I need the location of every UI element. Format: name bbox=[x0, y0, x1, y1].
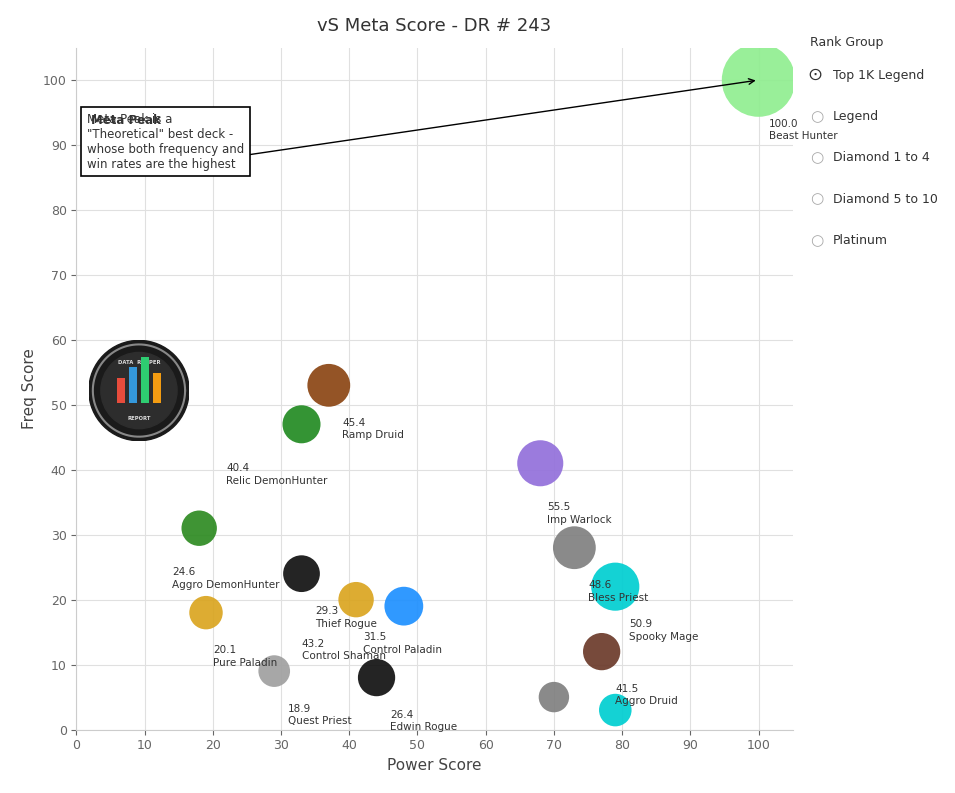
Point bbox=[321, 379, 336, 392]
Circle shape bbox=[101, 352, 177, 429]
Circle shape bbox=[89, 340, 189, 441]
Text: Meta Peak is a
"Theoretical" best deck -
whose both frequency and
win rates are : Meta Peak is a "Theoretical" best deck -… bbox=[87, 113, 244, 170]
X-axis label: Power Score: Power Score bbox=[388, 758, 481, 773]
Point bbox=[192, 522, 207, 534]
Text: 100.0
Beast Hunter: 100.0 Beast Hunter bbox=[769, 119, 838, 141]
Point bbox=[533, 457, 548, 469]
Title: vS Meta Score - DR # 243: vS Meta Score - DR # 243 bbox=[317, 17, 552, 35]
Text: Legend: Legend bbox=[833, 110, 879, 123]
Text: REPORT: REPORT bbox=[127, 416, 151, 421]
FancyBboxPatch shape bbox=[153, 373, 161, 403]
Text: 55.5
Imp Warlock: 55.5 Imp Warlock bbox=[547, 502, 612, 525]
Text: 50.9
Spooky Mage: 50.9 Spooky Mage bbox=[629, 619, 698, 642]
Text: 24.6
Aggro DemonHunter: 24.6 Aggro DemonHunter bbox=[172, 567, 280, 589]
Text: 18.9
Quest Priest: 18.9 Quest Priest bbox=[287, 703, 351, 726]
FancyBboxPatch shape bbox=[117, 377, 125, 403]
Text: ○: ○ bbox=[810, 109, 823, 124]
Text: 29.3
Thief Rogue: 29.3 Thief Rogue bbox=[315, 606, 377, 629]
Text: 20.1
Pure Paladin: 20.1 Pure Paladin bbox=[213, 646, 277, 668]
Point bbox=[199, 607, 214, 619]
Text: ○: ○ bbox=[810, 151, 823, 165]
Text: Top 1K Legend: Top 1K Legend bbox=[833, 69, 924, 82]
Point bbox=[294, 567, 309, 580]
Point bbox=[566, 542, 582, 554]
Point bbox=[294, 418, 309, 431]
Text: Rank Group: Rank Group bbox=[810, 36, 883, 48]
Y-axis label: Freq Score: Freq Score bbox=[22, 348, 37, 429]
Point bbox=[369, 671, 384, 684]
Text: ○: ○ bbox=[810, 192, 823, 206]
Point bbox=[751, 74, 766, 86]
Text: Diamond 5 to 10: Diamond 5 to 10 bbox=[833, 193, 938, 205]
Text: DATA  REAPER: DATA REAPER bbox=[117, 360, 160, 365]
Text: Diamond 1 to 4: Diamond 1 to 4 bbox=[833, 151, 929, 164]
Text: 45.4
Ramp Druid: 45.4 Ramp Druid bbox=[343, 418, 404, 440]
Text: 40.4
Relic DemonHunter: 40.4 Relic DemonHunter bbox=[226, 463, 328, 485]
Text: Platinum: Platinum bbox=[833, 234, 888, 247]
Text: 48.6
Bless Priest: 48.6 Bless Priest bbox=[588, 580, 648, 603]
Text: 31.5
Control Paladin: 31.5 Control Paladin bbox=[363, 632, 442, 654]
Point bbox=[396, 600, 412, 612]
Point bbox=[594, 646, 609, 658]
FancyBboxPatch shape bbox=[141, 358, 149, 403]
Point bbox=[266, 665, 282, 677]
Point bbox=[607, 703, 623, 716]
Text: ⊙: ⊙ bbox=[807, 67, 822, 84]
FancyBboxPatch shape bbox=[129, 367, 137, 403]
Text: 43.2
Control Shaman: 43.2 Control Shaman bbox=[302, 638, 386, 661]
Text: ○: ○ bbox=[810, 233, 823, 247]
Text: 41.5
Aggro Druid: 41.5 Aggro Druid bbox=[615, 684, 678, 707]
Text: 26.4
Edwin Rogue: 26.4 Edwin Rogue bbox=[391, 710, 457, 733]
Point bbox=[546, 691, 562, 703]
Text: Meta Peak: Meta Peak bbox=[91, 114, 160, 127]
Point bbox=[349, 593, 364, 606]
Point bbox=[607, 580, 623, 593]
